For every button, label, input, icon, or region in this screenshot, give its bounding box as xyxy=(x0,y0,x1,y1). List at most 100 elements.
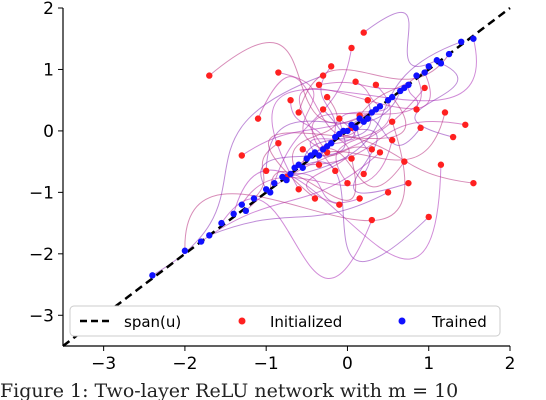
trajectory-curve xyxy=(257,76,369,137)
trajectory-curve xyxy=(241,108,377,156)
trajectory-curve xyxy=(363,11,438,67)
trajectory-curve xyxy=(233,164,442,260)
trained-point xyxy=(356,115,363,122)
x-tick-label: 2 xyxy=(505,354,516,374)
legend-label-trained: Trained xyxy=(431,313,487,331)
legend-initialized-swatch xyxy=(238,317,246,325)
trained-point xyxy=(372,106,380,113)
y-tick-label: 2 xyxy=(43,0,54,19)
trained-point xyxy=(206,232,213,239)
trained-point xyxy=(242,207,250,214)
trajectory-curve xyxy=(290,172,360,204)
y-tick-label: −3 xyxy=(29,306,54,326)
initialized-point xyxy=(238,152,245,159)
trajectory-curve xyxy=(152,75,324,276)
initialized-point xyxy=(401,158,408,165)
initialized-point xyxy=(425,213,432,221)
initialized-point xyxy=(319,106,327,113)
initialized-point xyxy=(368,216,376,224)
initialized-point xyxy=(295,186,302,193)
initialized-point xyxy=(344,179,351,187)
trained-point xyxy=(421,69,428,76)
trajectory-curve xyxy=(282,161,430,263)
trained-point xyxy=(181,247,189,254)
trajectory-curve xyxy=(351,117,422,146)
trajectory-curve xyxy=(414,62,459,138)
trajectory-curve xyxy=(265,90,401,171)
initialized-point xyxy=(388,136,396,144)
trajectory-curve xyxy=(268,96,407,199)
trajectory-curve xyxy=(355,81,381,107)
trained-point xyxy=(348,121,355,128)
y-tick-label: 0 xyxy=(43,122,54,142)
initialized-points-layer xyxy=(206,29,477,224)
initialized-point xyxy=(405,179,412,187)
initialized-point xyxy=(262,167,270,175)
trajectory-curve xyxy=(221,198,373,279)
y-tick-label: 1 xyxy=(43,60,54,80)
trained-point xyxy=(401,84,408,92)
initialized-point xyxy=(287,96,294,104)
initialized-point xyxy=(336,115,343,122)
axes: −3 −2 −1 0 1 2 −3 −2 −1 0 1 2 xyxy=(29,0,515,374)
initialized-point xyxy=(328,63,335,70)
trajectory-curve xyxy=(286,41,462,178)
trajectory-curve xyxy=(271,38,477,190)
trained-point xyxy=(437,60,445,67)
initialized-point xyxy=(417,124,424,132)
initialized-point xyxy=(348,155,355,162)
y-tick-label: −2 xyxy=(29,245,54,265)
trained-point xyxy=(413,72,420,79)
trajectory-curve xyxy=(339,133,474,184)
initialized-point xyxy=(449,133,457,141)
trained-point xyxy=(445,50,453,58)
initialized-point xyxy=(364,96,371,104)
initialized-point xyxy=(388,118,396,125)
initialized-point xyxy=(319,72,327,79)
trajectory-curve xyxy=(347,129,409,194)
y-tick-label: −1 xyxy=(29,183,54,203)
initialized-point xyxy=(348,44,355,52)
legend: span(u) Initialized Trained xyxy=(69,305,501,337)
trajectory-curve xyxy=(209,191,389,236)
initialized-point xyxy=(470,179,477,187)
initialized-point xyxy=(336,201,343,208)
initialized-point xyxy=(437,161,445,168)
legend-label-span: span(u) xyxy=(124,313,181,331)
trained-point xyxy=(299,164,306,171)
trained-point xyxy=(238,201,245,208)
trained-point xyxy=(340,127,347,135)
initialized-point xyxy=(315,161,323,168)
trained-point xyxy=(218,219,225,227)
initialized-point xyxy=(462,121,469,128)
trained-point xyxy=(384,96,392,104)
initialized-point xyxy=(421,84,428,92)
trained-point xyxy=(323,143,331,150)
trajectory-curve xyxy=(184,121,406,251)
initialized-point xyxy=(372,81,380,89)
initialized-point xyxy=(206,72,213,79)
trajectory-curve xyxy=(359,66,430,116)
legend-label-initialized: Initialized xyxy=(270,313,342,331)
x-tick-label: −1 xyxy=(254,354,279,374)
trained-point xyxy=(149,272,156,279)
trained-point xyxy=(197,238,205,245)
trained-point xyxy=(250,195,258,202)
initialized-point xyxy=(254,115,262,122)
initialized-point xyxy=(299,146,306,153)
initialized-point xyxy=(315,81,323,89)
initialized-point xyxy=(360,29,367,36)
trained-point xyxy=(315,152,323,159)
trained-point xyxy=(458,38,465,45)
trajectory-curve xyxy=(318,81,405,90)
trained-point xyxy=(470,35,477,42)
trained-point xyxy=(267,189,274,196)
x-tick-label: 0 xyxy=(342,354,353,374)
initialized-point xyxy=(441,109,449,116)
initialized-point xyxy=(384,189,392,196)
trained-point xyxy=(283,176,290,184)
trained-point xyxy=(364,115,371,122)
initialized-point xyxy=(352,78,359,85)
initialized-point xyxy=(275,69,282,76)
